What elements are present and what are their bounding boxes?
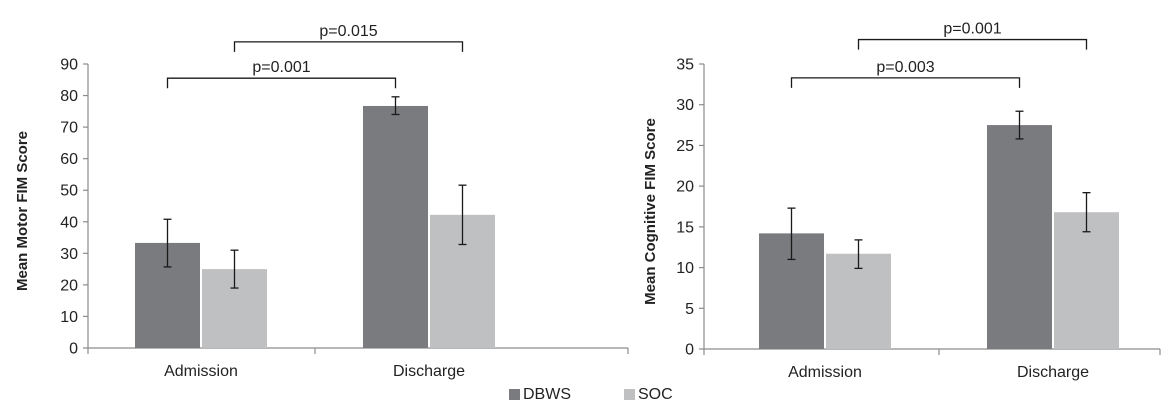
x-category-label: Discharge [1017,364,1089,381]
x-category-label: Discharge [393,363,465,380]
cognitive-fim-chart: 0 5 10 15 20 25 30 35 Admission Discharge Mean Cog… [642,21,1161,381]
legend-label-dbws: DBWS [523,386,571,403]
p-value-label: p=0.015 [319,23,377,40]
legend-swatch-soc [624,389,635,400]
y-tick-label: 0 [685,342,694,359]
y-axis-title: Mean Cognitive FIM Score [642,118,659,305]
y-tick-label: 35 [676,57,694,74]
significance-bracket [790,77,1021,88]
significance-bracket [166,77,397,89]
y-tick-label: 0 [69,341,78,358]
legend-label-soc: SOC [638,386,673,403]
bar-dbws-discharge [363,105,428,348]
legend: DBWS SOC [509,386,673,403]
significance-bracket [233,41,464,52]
y-tick-label: 15 [676,219,694,236]
y-tick-label: 60 [60,151,78,168]
p-value-label: p=0.001 [252,59,310,76]
y-tick-label: 20 [60,277,78,294]
y-tick-label: 30 [676,97,694,114]
y-tick-label: 40 [60,214,78,231]
x-category-label: Admission [788,364,862,381]
y-tick-label: 5 [685,301,694,318]
bar-soc-discharge [1054,212,1119,349]
y-tick-label: 10 [60,309,78,326]
motor-fim-chart: 0 10 20 30 40 50 60 70 80 90 Admission Discharge Mea… [14,23,629,380]
significance-bracket [857,38,1088,50]
y-tick-label: 20 [676,179,694,196]
bar-soc-admission [826,253,891,349]
p-value-label: p=0.001 [943,21,1001,38]
legend-swatch-dbws [509,389,520,400]
y-axis-title: Mean Motor FIM Score [14,131,31,291]
y-tick-label: 25 [676,138,694,155]
y-tick-label: 80 [60,88,78,105]
y-tick-label: 70 [60,120,78,137]
y-tick-label: 90 [60,57,78,74]
p-value-label: p=0.003 [876,59,934,76]
y-tick-label: 50 [60,183,78,200]
x-category-label: Admission [164,363,238,380]
y-tick-label: 30 [60,246,78,263]
y-tick-label: 10 [676,260,694,277]
bar-dbws-discharge [987,125,1052,349]
